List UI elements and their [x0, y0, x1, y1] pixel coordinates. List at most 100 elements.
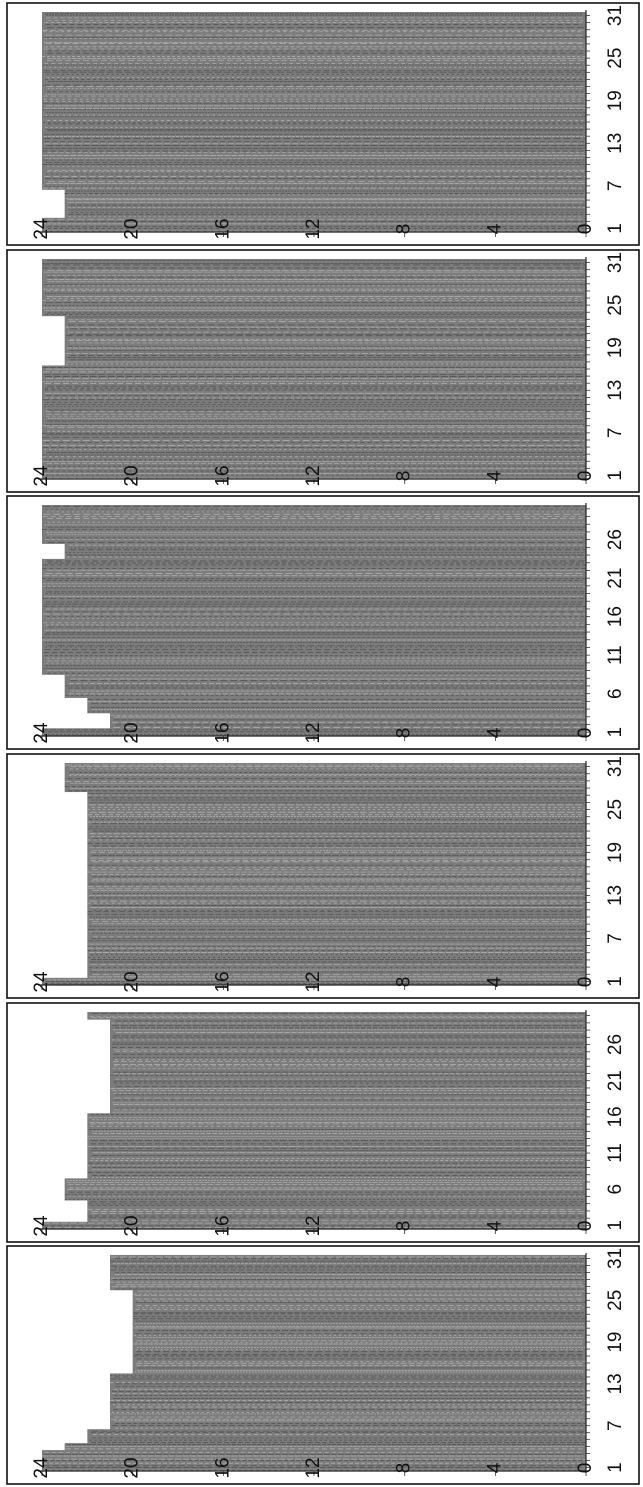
bar-day-27	[87, 791, 586, 800]
bar-day-23	[87, 820, 586, 828]
bar-texture	[67, 204, 586, 211]
bar-texture	[42, 583, 586, 589]
bar-texture	[87, 1172, 583, 1178]
bar-texture	[43, 112, 586, 118]
bar-texture	[42, 729, 586, 735]
bar-texture	[133, 1326, 586, 1331]
bar-day-21	[110, 1077, 586, 1085]
bar-day-18	[42, 597, 586, 606]
bar-texture	[66, 1180, 586, 1186]
bar-day-9	[87, 1163, 586, 1172]
bar-day-30	[87, 1012, 586, 1020]
bar-texture	[87, 864, 586, 870]
bar-day-28	[110, 1026, 586, 1035]
bar-day-24	[42, 308, 586, 317]
bar-texture	[133, 1333, 584, 1338]
bar-day-2	[42, 1457, 586, 1465]
bar-texture	[65, 683, 586, 689]
value-tick-label: 12	[303, 465, 324, 486]
bar-day-30	[42, 505, 586, 514]
bar-texture	[43, 288, 586, 294]
bar-texture	[90, 1150, 586, 1156]
bar-texture	[44, 591, 586, 597]
bar-texture	[88, 878, 584, 885]
bar-day-12	[42, 393, 586, 402]
bar-texture	[42, 91, 586, 97]
bar-texture	[68, 316, 586, 323]
bar-day-20	[42, 90, 586, 98]
bar-day-9	[42, 415, 586, 423]
category-tick-label: 25	[605, 1290, 626, 1311]
bar-texture	[43, 1458, 586, 1464]
bar-texture	[43, 48, 586, 54]
value-tick-label: 16	[212, 971, 233, 992]
bar-texture	[88, 799, 586, 806]
bar-texture	[90, 1430, 586, 1435]
value-tick-label: 0	[575, 224, 596, 235]
bar-texture	[113, 1027, 586, 1033]
bar-texture	[43, 652, 585, 659]
bar-texture	[42, 381, 584, 387]
bar-day-9	[110, 1408, 586, 1416]
bar-texture	[112, 1099, 586, 1105]
bar-texture	[89, 1437, 586, 1443]
bar-texture	[87, 943, 584, 949]
bar-texture	[87, 1209, 586, 1214]
chart-panel-6: 0 4 8 12 16 20 24 1 7 13 19 25 31	[6, 2, 640, 246]
category-tick-label: 1	[605, 470, 626, 481]
value-tick-label: 24	[31, 1457, 52, 1479]
bar-texture	[65, 353, 586, 358]
bar-texture	[113, 1049, 585, 1055]
bar-day-6	[42, 436, 586, 444]
bar-day-5	[64, 196, 586, 205]
value-tick-label: 20	[122, 722, 143, 743]
bar-texture	[45, 226, 586, 232]
bar-texture	[45, 537, 584, 543]
bar-texture	[44, 281, 586, 287]
bar-texture	[42, 513, 586, 519]
bar-texture	[67, 1187, 584, 1193]
value-tick-label: 8	[394, 1463, 415, 1474]
bar-texture	[65, 690, 585, 697]
bar-texture	[42, 183, 585, 189]
bar-texture	[87, 843, 584, 849]
bar-day-1	[42, 728, 586, 737]
bar-day-18	[87, 856, 586, 864]
value-tick-label: 20	[122, 1457, 143, 1478]
bar-texture	[45, 77, 585, 82]
category-tick-label: 13	[605, 133, 626, 154]
bar-day-15	[132, 1366, 586, 1374]
bar-texture	[65, 552, 585, 558]
bar-texture	[110, 1256, 585, 1262]
value-tick-label: 8	[394, 977, 415, 988]
bar-day-10	[42, 408, 586, 416]
bar-texture	[45, 127, 585, 132]
bar-texture	[42, 147, 585, 154]
bar-texture	[89, 1122, 585, 1127]
bar-texture	[66, 359, 586, 365]
category-tick-label: 31	[605, 252, 626, 273]
bar-day-8	[87, 1171, 586, 1179]
bar-texture	[87, 871, 584, 878]
bar-day-19	[110, 1091, 586, 1100]
value-tick-label: 24	[31, 722, 52, 744]
bar-texture	[42, 430, 585, 436]
category-tick-label: 13	[605, 1373, 626, 1394]
bar-texture	[87, 806, 586, 813]
bar-day-7	[42, 429, 586, 437]
bar-texture	[42, 473, 583, 479]
bar-texture	[66, 345, 586, 351]
bar-day-10	[42, 659, 586, 668]
bar-texture	[111, 1020, 586, 1027]
value-tick-label: 4	[484, 223, 505, 234]
bar-day-28	[42, 520, 586, 529]
value-tick-label: 12	[303, 971, 324, 992]
bar-texture	[46, 415, 584, 422]
bar-day-8	[42, 175, 586, 183]
bar-day-15	[42, 620, 586, 629]
bar-texture	[69, 772, 586, 776]
bar-texture	[44, 141, 585, 146]
bar-texture	[44, 13, 584, 19]
bar-texture	[110, 1277, 586, 1283]
bar-texture	[42, 445, 586, 450]
